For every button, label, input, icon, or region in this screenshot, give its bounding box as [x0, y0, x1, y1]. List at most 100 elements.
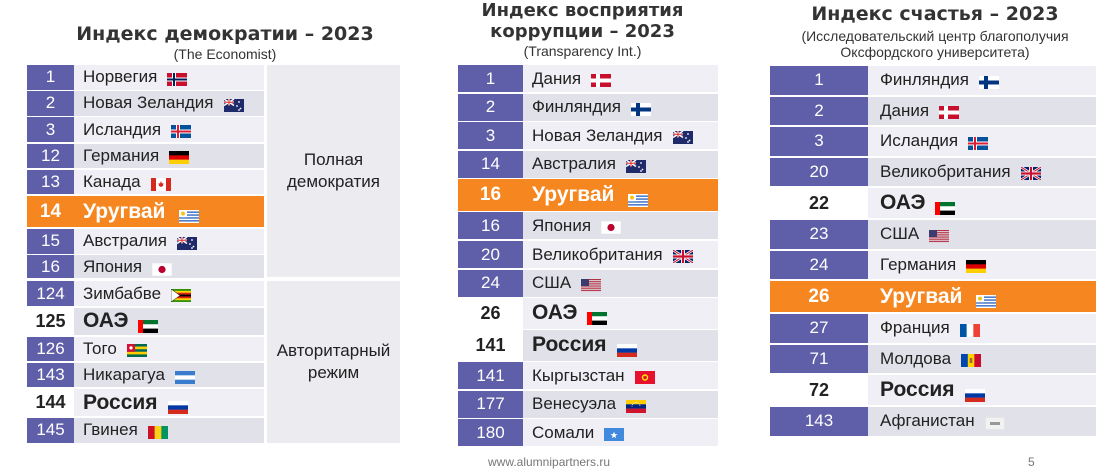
rank-cell: 14 [458, 150, 523, 178]
venezuela-flag-icon [626, 398, 647, 413]
table-row: 23 США [770, 220, 1096, 249]
page-number: 5 [1028, 455, 1035, 469]
table-row: 20 Великобритания [770, 157, 1096, 187]
country-name: Кыргызстан [532, 365, 625, 385]
norway-flag-icon [167, 71, 188, 86]
panel-1-subtitle: (The Economist) [173, 46, 277, 62]
rank-cell: 14 [27, 196, 74, 228]
russia-flag-icon [964, 384, 985, 402]
table-row: 14 Австралия [458, 150, 718, 178]
rank-cell: 1 [458, 65, 523, 92]
highlighted-row: 26 Уругвай [770, 281, 1096, 313]
happiness-index-table: 1 Финляндия 2 Дания 3 Исландия 20 Великобритани… [770, 66, 1096, 456]
country-cell: США [523, 269, 718, 297]
country-cell: Новая Зеландия [523, 122, 718, 150]
japan-flag-icon [600, 219, 622, 235]
rank-cell: 12 [27, 143, 74, 169]
country-cell: Финляндия [868, 66, 1096, 95]
country-name: Япония [532, 215, 592, 235]
country-name: Уругвай [83, 199, 166, 223]
finland-flag-icon [978, 74, 999, 89]
guinea-flag-icon [147, 424, 169, 439]
country-cell: США [868, 220, 1096, 249]
country-name: ОАЭ [83, 309, 129, 333]
table-row: 15 Австралия [27, 229, 264, 254]
rank-cell: 125 [27, 307, 74, 335]
country-name: Канада [83, 172, 141, 192]
country-cell: Великобритания [868, 157, 1096, 187]
rank-cell: 2 [27, 91, 74, 116]
country-name: Россия [83, 390, 158, 414]
table-row: 126 Того [27, 336, 264, 362]
table-row: 141 Кыргызстан [458, 362, 718, 390]
moldova-flag-icon [961, 352, 982, 368]
country-name: Гвинея [83, 420, 138, 440]
canada-flag-icon [150, 176, 171, 191]
country-cell: Исландия [868, 127, 1096, 156]
country-name: Никарагуа [83, 365, 165, 385]
country-cell: Сомали [523, 419, 718, 447]
uruguay-flag-icon [976, 290, 997, 309]
country-name: ОАЭ [532, 301, 578, 325]
nicaragua-flag-icon [174, 369, 195, 384]
table-row: 180 Сомали [458, 419, 718, 447]
democracy-index-table: 1 Норвегия 2 Новая Зеландия 3 Исландия 12 Герма… [27, 65, 400, 456]
table-row: 2 Финляндия [458, 93, 718, 121]
panel-2-subtitle: (Transparency Int.) [523, 43, 642, 59]
uruguay-flag-icon [179, 205, 200, 224]
country-cell: ОАЭ [868, 188, 1096, 219]
table-row: 71 Молдова [770, 344, 1096, 374]
footer-url: www.alumnipartners.ru [488, 455, 611, 469]
rank-cell: 22 [770, 188, 868, 219]
rank-cell: 143 [770, 407, 868, 436]
finland-flag-icon [630, 101, 651, 116]
country-name: Россия [532, 333, 607, 357]
rank-cell: 16 [458, 179, 523, 211]
country-name: Россия [880, 378, 955, 402]
country-cell: Канада [74, 169, 264, 195]
denmark-flag-icon [939, 104, 960, 120]
rank-cell: 124 [27, 281, 74, 306]
country-cell: Норвегия [74, 65, 264, 90]
category-authoritarian: Авторитарный режим [267, 281, 400, 443]
rank-cell: 27 [770, 314, 868, 343]
table-row: 13 Канада [27, 169, 264, 195]
table-row: 125 ОАЭ [27, 307, 264, 335]
country-cell: Кыргызстан [523, 362, 718, 390]
country-name: Зимбабве [83, 283, 162, 303]
country-cell: Австралия [74, 229, 264, 254]
country-name: Германия [880, 254, 957, 274]
table-row: 3 Исландия [770, 127, 1096, 156]
australia-flag-icon [176, 235, 197, 250]
table-row: 124 Зимбабве [27, 281, 264, 306]
new-zealand-flag-icon [672, 129, 693, 145]
table-row: 22 ОАЭ [770, 188, 1096, 219]
country-cell: Венесуэла [523, 390, 718, 418]
table-row: 12 Германия [27, 143, 264, 169]
table-row: 3 Новая Зеландия [458, 122, 718, 150]
rank-cell: 141 [458, 362, 523, 390]
rank-cell: 145 [27, 418, 74, 443]
kyrgyzstan-flag-icon [634, 369, 655, 385]
country-name: Уругвай [880, 284, 963, 308]
rank-cell: 126 [27, 336, 74, 362]
rank-cell: 2 [458, 93, 523, 121]
rank-cell: 143 [27, 362, 74, 388]
table-row: 144 Россия [27, 389, 264, 417]
country-name: Япония [83, 257, 143, 277]
country-name: США [880, 224, 920, 244]
uae-flag-icon [587, 307, 608, 325]
country-cell: Дания [523, 65, 718, 92]
country-cell: Никарагуа [74, 362, 264, 388]
table-row: 145 Гвинея [27, 418, 264, 443]
country-name: ОАЭ [880, 191, 926, 215]
table-row: 1 Финляндия [770, 66, 1096, 95]
country-name: Уругвай [532, 183, 615, 207]
category-divider [27, 278, 400, 281]
rank-cell: 16 [458, 212, 523, 240]
denmark-flag-icon [591, 72, 612, 87]
country-cell: Исландия [74, 117, 264, 142]
table-row: 72 Россия [770, 375, 1096, 406]
table-row: 2 Новая Зеландия [27, 91, 264, 116]
country-name: Венесуэла [532, 394, 617, 414]
